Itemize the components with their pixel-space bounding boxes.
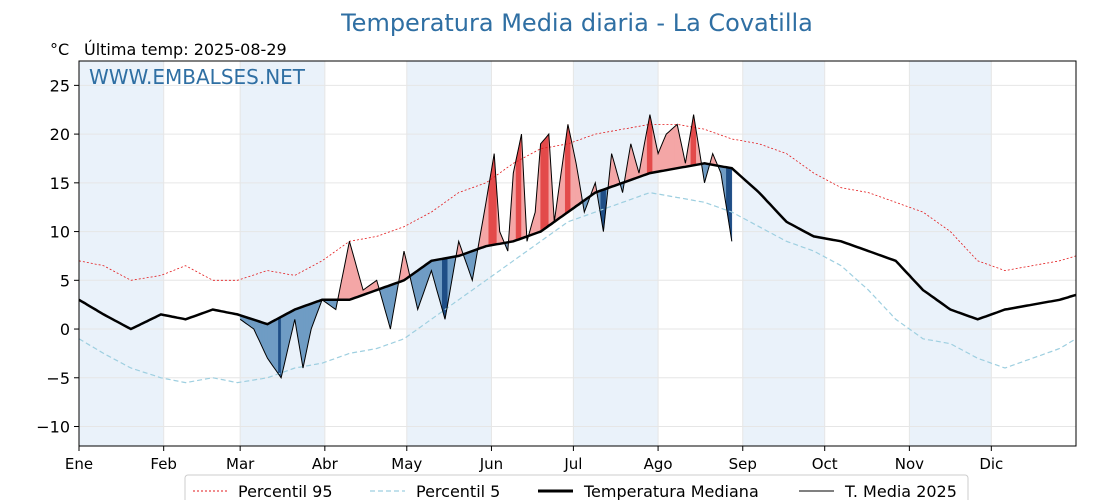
x-tick-label: Feb <box>150 455 177 473</box>
y-tick-label: 15 <box>50 174 70 193</box>
below-median-fill <box>278 316 282 379</box>
watermark: WWW.EMBALSES.NET <box>89 65 306 89</box>
y-axis: −10 −5 0 5 10 15 20 25 <box>36 76 79 437</box>
month-band <box>742 61 825 446</box>
y-tick-label: 0 <box>60 320 70 339</box>
y-tick-label: 20 <box>50 125 70 144</box>
x-tick-label: Abr <box>312 455 339 473</box>
plot-frame <box>78 60 1077 447</box>
series-line-p5 <box>78 191 1077 384</box>
month-band <box>406 61 492 446</box>
series-lines <box>78 114 1077 384</box>
y-tick-label: −10 <box>36 418 70 437</box>
legend-label-median: Temperatura Mediana <box>583 482 759 500</box>
y-tick-label: 10 <box>50 223 70 242</box>
y-tick-label: 25 <box>50 76 70 95</box>
y-tick-label: −5 <box>46 369 70 388</box>
month-bands <box>79 61 992 446</box>
last-temp-label: Última temp: 2025-08-29 <box>84 40 287 59</box>
x-tick-label: Jul <box>563 455 582 473</box>
x-tick-label: May <box>391 455 422 473</box>
month-band <box>573 61 659 446</box>
above-median-fill <box>518 134 522 240</box>
series-line-2025 <box>239 114 733 380</box>
above-median-fill <box>674 123 678 170</box>
series-line-median <box>78 162 1077 331</box>
above-median-fill <box>545 133 550 229</box>
x-tick-label: Jun <box>479 455 503 473</box>
above-median-fill <box>540 139 544 233</box>
below-median-fill <box>267 322 271 363</box>
above-median-fill <box>668 128 672 170</box>
series-line-p95 <box>78 124 1077 281</box>
legend-label-2025: T. Media 2025 <box>844 482 957 500</box>
x-tick-label: Sep <box>729 455 757 473</box>
legend-label-p5: Percentil 5 <box>416 482 500 500</box>
x-tick-label: Oct <box>812 455 838 473</box>
legend-label-p95: Percentil 95 <box>238 482 333 500</box>
x-tick-label: Ago <box>644 455 673 473</box>
y-tick-label: 5 <box>60 271 70 290</box>
x-axis: Ene Feb Mar Abr May Jun Jul Ago Sep Oct Nov Dic <box>65 446 1003 473</box>
below-median-fill <box>272 319 276 371</box>
month-band <box>909 61 992 446</box>
below-median-fill <box>275 317 279 375</box>
above-median-fill <box>543 136 547 231</box>
month-band <box>240 61 325 446</box>
x-tick-label: Mar <box>226 455 255 473</box>
x-tick-label: Nov <box>895 455 924 473</box>
month-band <box>79 61 164 446</box>
y-axis-unit: °C <box>50 40 69 59</box>
legend: Percentil 95 Percentil 5 Temperatura Med… <box>184 474 969 500</box>
above-median-fill <box>666 131 670 171</box>
legend-box <box>184 474 969 500</box>
x-tick-label: Dic <box>979 455 1003 473</box>
chart-title: Temperatura Media diaria - La Covatilla <box>340 9 813 37</box>
above-median-fill <box>671 126 675 170</box>
below-median-fill <box>269 320 274 367</box>
x-tick-label: Ene <box>65 455 93 473</box>
